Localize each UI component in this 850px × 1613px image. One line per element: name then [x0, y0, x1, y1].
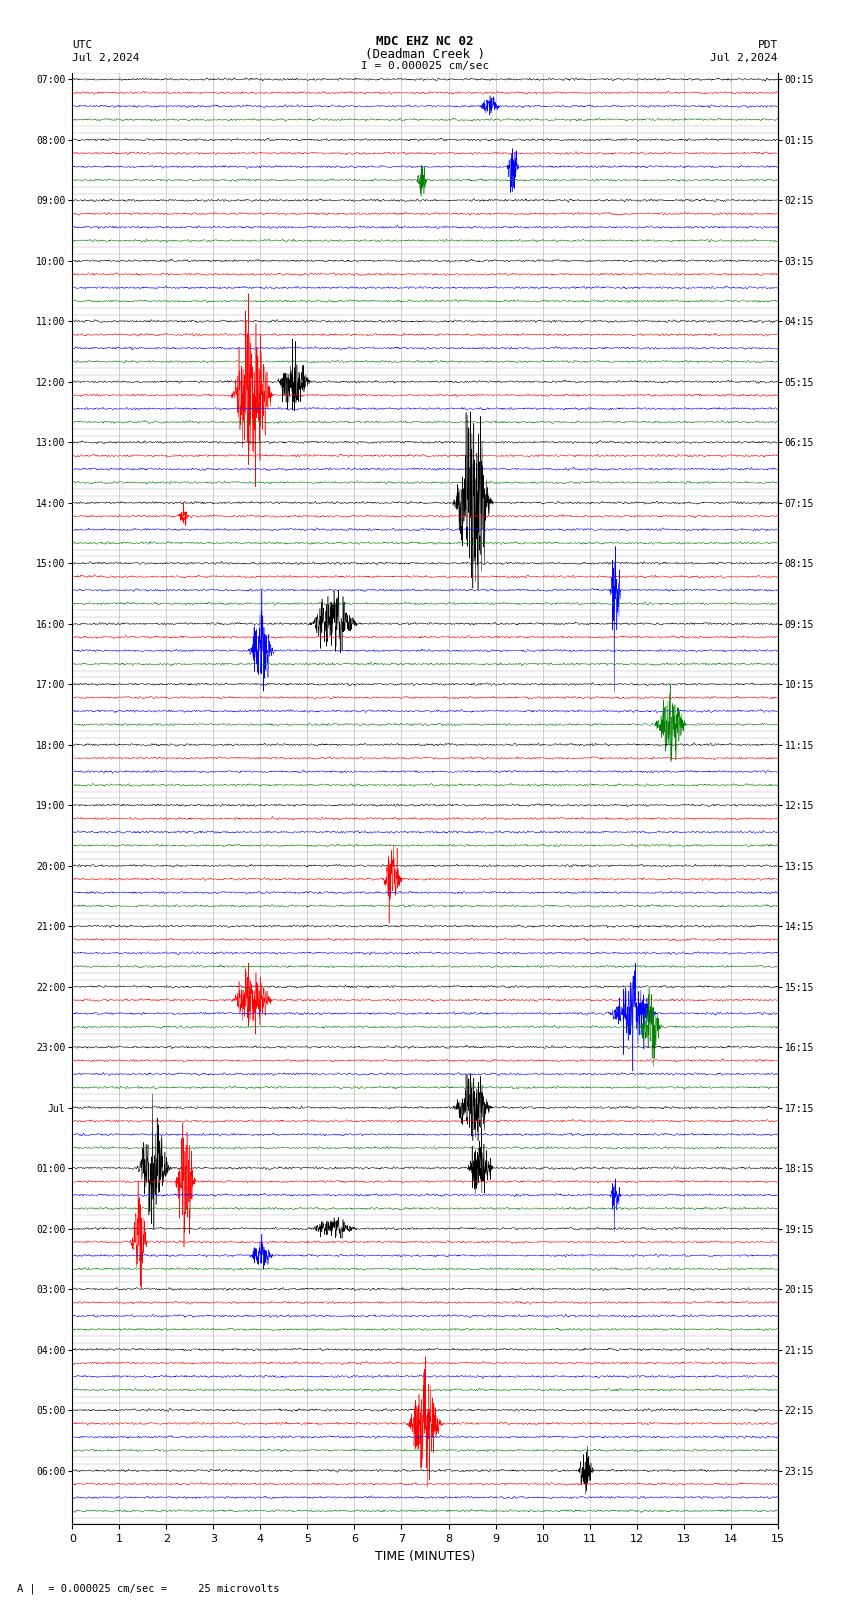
Text: MDC EHZ NC 02: MDC EHZ NC 02: [377, 35, 473, 48]
Text: (Deadman Creek ): (Deadman Creek ): [365, 48, 485, 61]
Text: I = 0.000025 cm/sec: I = 0.000025 cm/sec: [361, 61, 489, 71]
Text: UTC: UTC: [72, 40, 93, 50]
Text: A |  = 0.000025 cm/sec =     25 microvolts: A | = 0.000025 cm/sec = 25 microvolts: [17, 1582, 280, 1594]
X-axis label: TIME (MINUTES): TIME (MINUTES): [375, 1550, 475, 1563]
Text: Jul 2,2024: Jul 2,2024: [711, 53, 778, 63]
Text: Jul 2,2024: Jul 2,2024: [72, 53, 139, 63]
Text: PDT: PDT: [757, 40, 778, 50]
